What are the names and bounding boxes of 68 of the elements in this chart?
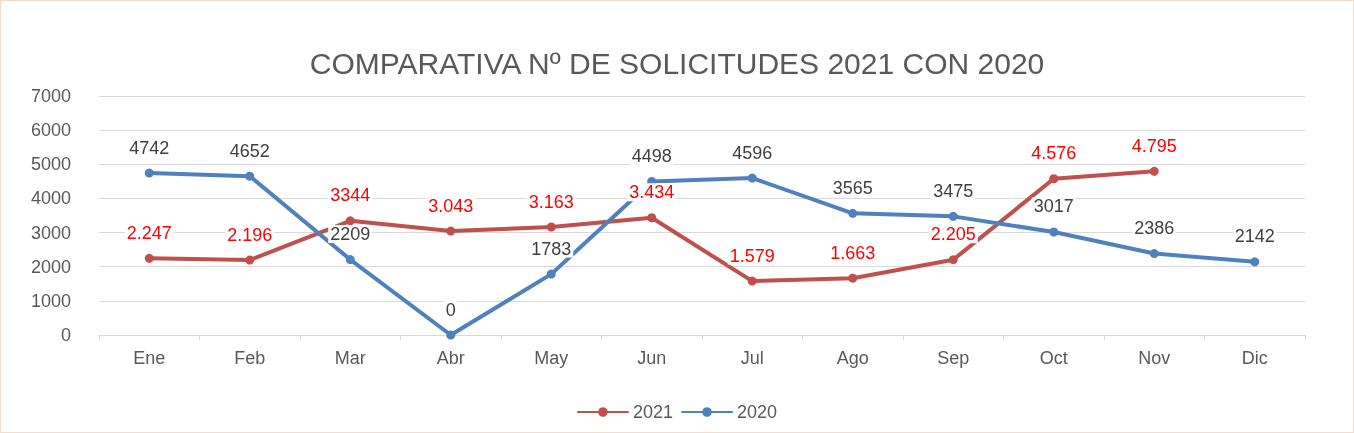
x-tick-label: Ago <box>836 348 869 368</box>
point <box>546 222 556 232</box>
x-tick-label: Jul <box>740 348 764 368</box>
point <box>1049 227 1059 237</box>
point <box>245 171 255 181</box>
data-label: 2142 <box>1234 226 1275 247</box>
data-label: 0 <box>445 299 456 320</box>
point <box>144 168 154 178</box>
point <box>245 255 255 265</box>
data-label: 2.247 <box>126 222 172 243</box>
data-label: 3344 <box>330 185 371 206</box>
y-tick-label: 4000 <box>30 188 71 209</box>
data-label: 4.576 <box>1031 143 1077 164</box>
point <box>345 255 355 265</box>
y-tick-label: 0 <box>60 325 71 345</box>
point <box>647 213 657 223</box>
point <box>747 276 757 286</box>
legend-label: 2021 <box>632 402 673 422</box>
point <box>144 253 154 263</box>
data-label: 1.579 <box>729 245 775 266</box>
data-label: 3565 <box>832 177 873 198</box>
data-label: 4742 <box>129 137 170 158</box>
data-label: 2.205 <box>930 224 976 245</box>
point <box>446 226 456 236</box>
x-tick-label: Sep <box>937 348 970 368</box>
x-tick-label: Feb <box>234 348 266 368</box>
data-label: 3017 <box>1033 196 1074 217</box>
y-tick-label: 1000 <box>30 290 71 311</box>
data-label: 4498 <box>631 145 672 166</box>
x-tick-label: Jun <box>637 348 667 368</box>
point <box>948 211 958 221</box>
point <box>948 255 958 265</box>
x-tick-label: Nov <box>1138 348 1171 368</box>
data-label: 4596 <box>732 142 773 163</box>
point <box>848 208 858 218</box>
point <box>1149 249 1159 259</box>
x-tick-label: Oct <box>1039 348 1068 368</box>
point <box>345 216 355 226</box>
y-tick-label: 6000 <box>30 120 71 141</box>
data-label: 3475 <box>933 180 974 201</box>
data-label: 2386 <box>1134 218 1175 239</box>
x-tick-label: May <box>534 348 569 368</box>
chart-title: COMPARATIVA Nº DE SOLICITUDES 2021 CON 2020 <box>309 46 1045 80</box>
point <box>1149 166 1159 176</box>
y-tick-label: 2000 <box>30 256 71 277</box>
data-label: 2209 <box>330 224 371 245</box>
data-label: 4.795 <box>1131 135 1177 156</box>
y-tick-label: 3000 <box>30 222 71 243</box>
data-label: 4652 <box>229 140 270 161</box>
legend-label: 2020 <box>737 402 778 422</box>
x-tick-label: Mar <box>334 348 366 368</box>
y-tick-label: 5000 <box>30 154 71 175</box>
data-label: 3.434 <box>629 182 675 203</box>
data-label: 3.043 <box>428 195 474 216</box>
data-label: 3.163 <box>528 191 574 212</box>
point <box>1049 174 1059 184</box>
x-tick-label: Dic <box>1241 348 1268 368</box>
point <box>1250 257 1260 267</box>
x-tick-label: Abr <box>436 348 465 368</box>
point <box>446 330 456 340</box>
data-label: 1783 <box>531 238 572 259</box>
point <box>546 269 556 279</box>
point <box>848 273 858 283</box>
data-label: 1.663 <box>830 242 876 263</box>
point <box>747 173 757 183</box>
data-label: 2.196 <box>227 224 273 245</box>
x-tick-label: Ene <box>133 348 166 368</box>
y-tick-label: 7000 <box>30 86 71 106</box>
